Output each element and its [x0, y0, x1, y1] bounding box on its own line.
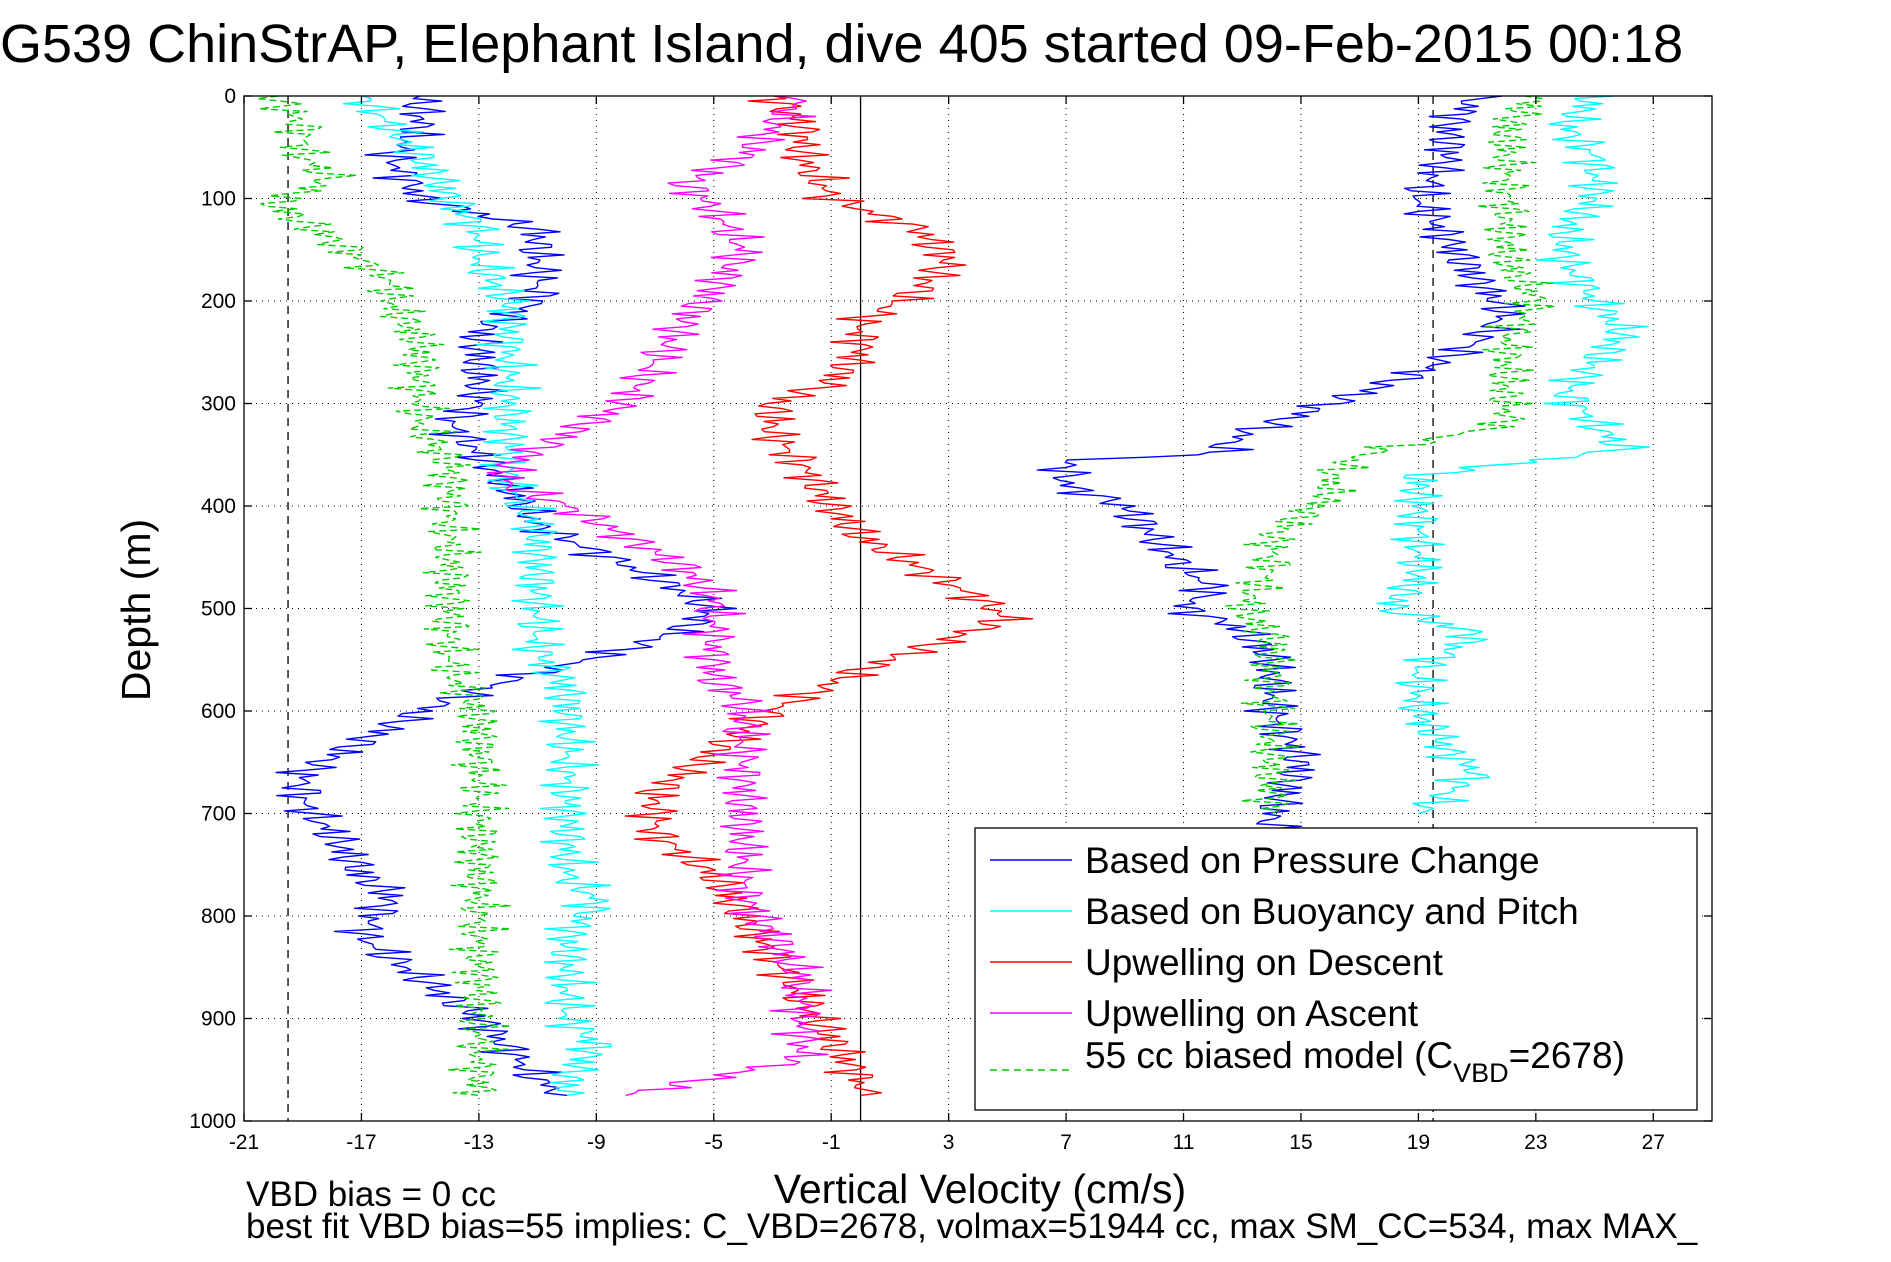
y-tick-label: 1000: [189, 1110, 236, 1133]
y-axis-ticks: 0 100 200 300 400 500 600 700 800 900 1000: [189, 85, 1712, 1133]
legend-label-buoyancy: Based on Buoyancy and Pitch: [1085, 891, 1579, 932]
series-line-based-on-buoyancy-and-pitch: [1376, 95, 1650, 815]
series-line-based-on-buoyancy-and-pitch: [342, 95, 612, 1097]
legend-box: [974, 827, 1698, 1111]
y-tick-label: 700: [201, 803, 236, 826]
footnote-best-fit: best fit VBD bias=55 implies: C_VBD=2678…: [246, 1207, 1698, 1246]
y-tick-label: 500: [201, 598, 236, 621]
x-tick-label: -1: [822, 1131, 841, 1154]
series-line-55-cc-biased-model-c-vbd-2678: [256, 95, 512, 1097]
x-tick-label: -9: [587, 1131, 606, 1154]
footnote-vbd-bias: VBD bias = 0 cc: [246, 1175, 496, 1214]
legend-label-model-suffix: =2678): [1509, 1035, 1625, 1076]
series-line-55-cc-biased-model-c-vbd-2678: [1225, 95, 1556, 815]
legend-label-descent: Upwelling on Descent: [1085, 942, 1444, 983]
series-line-based-on-pressure-change: [275, 95, 738, 1097]
series-line-based-on-pressure-change: [1036, 95, 1526, 835]
y-axis-label: Depth (m): [113, 519, 159, 701]
legend-label-pressure: Based on Pressure Change: [1085, 840, 1540, 881]
x-axis-label: Vertical Velocity (cm/s): [774, 1166, 1186, 1212]
legend-label-model: 55 cc biased model (CVBD=2678): [1085, 1035, 1625, 1088]
series-line-upwelling-on-ascent: [486, 95, 833, 1097]
x-tick-label: -13: [464, 1131, 494, 1154]
y-tick-label: 300: [201, 393, 236, 416]
x-tick-label: 3: [943, 1131, 955, 1154]
y-tick-label: 200: [201, 290, 236, 313]
series-line-upwelling-on-descent: [624, 95, 1034, 1097]
x-tick-label: 11: [1173, 1131, 1195, 1154]
x-tick-label: 7: [1060, 1131, 1072, 1154]
x-tick-label: -21: [229, 1131, 259, 1154]
y-tick-label: 0: [224, 85, 236, 108]
y-tick-label: 100: [201, 188, 236, 211]
x-tick-label: 23: [1524, 1131, 1547, 1154]
legend-label-model-main: 55 cc biased model (C: [1085, 1035, 1453, 1076]
x-tick-label: -5: [704, 1131, 723, 1154]
x-tick-label: 15: [1289, 1131, 1312, 1154]
x-tick-label: -17: [346, 1131, 376, 1154]
chart-title: G539 ChinStrAP, Elephant Island, dive 40…: [0, 14, 1683, 74]
y-tick-label: 900: [201, 1008, 236, 1031]
legend-label-ascent: Upwelling on Ascent: [1085, 993, 1419, 1034]
legend-label-model-subscript: VBD: [1453, 1058, 1509, 1088]
y-tick-label: 600: [201, 700, 236, 723]
x-tick-label: 19: [1407, 1131, 1430, 1154]
y-tick-label: 800: [201, 905, 236, 928]
series-lines: [256, 95, 1650, 1097]
x-tick-label: 27: [1642, 1131, 1665, 1154]
x-axis-ticks: -21 -17 -13 -9 -5 -1 3 7 11 15 19 23 27: [229, 96, 1665, 1154]
legend: Based on Pressure Change Based on Buoyan…: [974, 827, 1698, 1111]
y-tick-label: 400: [201, 495, 236, 518]
